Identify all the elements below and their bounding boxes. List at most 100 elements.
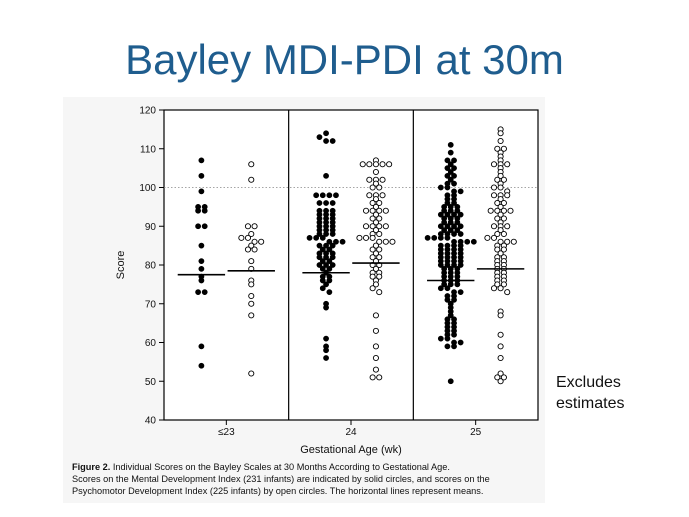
pdi-point [497,211,504,218]
mdi-point [195,223,201,230]
mdi-point [323,172,329,179]
mdi-point [451,262,457,268]
pdi-point [494,176,501,183]
mdi-point [454,207,461,214]
pdi-point [490,161,498,168]
pdi-point [369,234,376,241]
mdi-point [198,277,205,284]
pdi-point [487,207,494,214]
mdi-point [323,281,329,288]
pdi-point [494,215,501,222]
mdi-point [201,223,208,230]
side-note: Excludes estimates [556,372,676,414]
pdi-point [389,238,396,245]
pdi-point [494,145,501,152]
mdi-point [326,277,333,284]
mdi-point [457,223,464,230]
mdi-point [313,234,320,241]
pdi-point [248,281,255,288]
mdi-point [451,223,457,230]
mdi-point [444,184,451,191]
pdi-point [500,215,507,222]
mdi-point [316,200,323,206]
mdi-point [326,246,333,253]
pdi-point [500,199,507,207]
pdi-point [372,219,379,226]
pdi-point [244,246,252,253]
pdi-point [369,223,376,230]
y-tick-label: 100 [139,183,156,194]
y-axis-label: Score [115,251,127,280]
mdi-point [329,200,336,206]
pdi-point [490,192,498,199]
pdi-point [497,378,504,385]
mdi-point [447,141,454,148]
pdi-point [372,366,379,373]
pdi-point [369,215,376,222]
mdi-point [323,200,329,206]
mdi-point [323,355,329,361]
mdi-point [333,192,339,199]
slide-title: Bayley MDI-PDI at 30m [125,36,564,83]
pdi-point [497,227,504,234]
pdi-point [497,196,504,203]
mdi-point [319,192,326,199]
mdi-point [444,234,451,241]
pdi-point [248,312,255,319]
mdi-point [454,219,461,226]
mdi-point [441,281,448,288]
mdi-point [323,262,329,268]
x-tick-label: ≤23 [218,427,235,438]
pdi-point [510,238,517,245]
mdi-point [424,234,431,241]
mdi-point [323,130,329,137]
pdi-point [251,246,258,253]
mdi-point [451,165,457,172]
pdi-point [248,300,255,307]
mdi-point [437,184,444,191]
mdi-point [339,238,346,245]
pdi-point [504,161,511,168]
y-tick-label: 90 [145,222,157,233]
mdi-point [447,207,454,214]
mdi-point [306,234,313,241]
mdi-point [447,219,454,226]
pdi-point [372,354,379,362]
pdi-point [484,234,491,241]
pdi-point [376,374,383,381]
pdi-point [362,223,370,230]
pdi-point [376,254,383,261]
mdi-point [319,285,326,292]
mdi-point [198,362,205,369]
pdi-point [248,258,255,265]
mdi-point [316,262,323,268]
pdi-point [494,246,501,253]
figure-caption: Figure 2. Individual Scores on the Bayle… [72,461,542,497]
pdi-point [372,161,379,168]
pdi-point [497,343,504,350]
pdi-point [376,207,383,214]
mdi-point [451,296,457,303]
y-tick-label: 80 [145,261,157,272]
mdi-point [323,347,329,354]
mdi-point [451,343,457,350]
mdi-point [451,172,457,179]
pdi-point [500,207,507,214]
pdi-point [251,238,258,245]
pdi-point [376,230,383,238]
pdi-point [494,199,501,207]
pdi-point [497,184,504,191]
pdi-point [500,374,507,381]
caption-figure-label: Figure 2. [72,462,111,472]
pdi-point [369,184,376,191]
pdi-point [494,281,501,288]
mdi-point [316,231,323,237]
mdi-point [447,149,454,156]
pdi-point [497,331,504,338]
pdi-point [372,211,379,218]
pdi-point [362,234,370,241]
pdi-point [494,207,501,214]
mdi-point [444,172,451,179]
pdi-point [248,370,255,377]
mdi-point [444,157,451,164]
